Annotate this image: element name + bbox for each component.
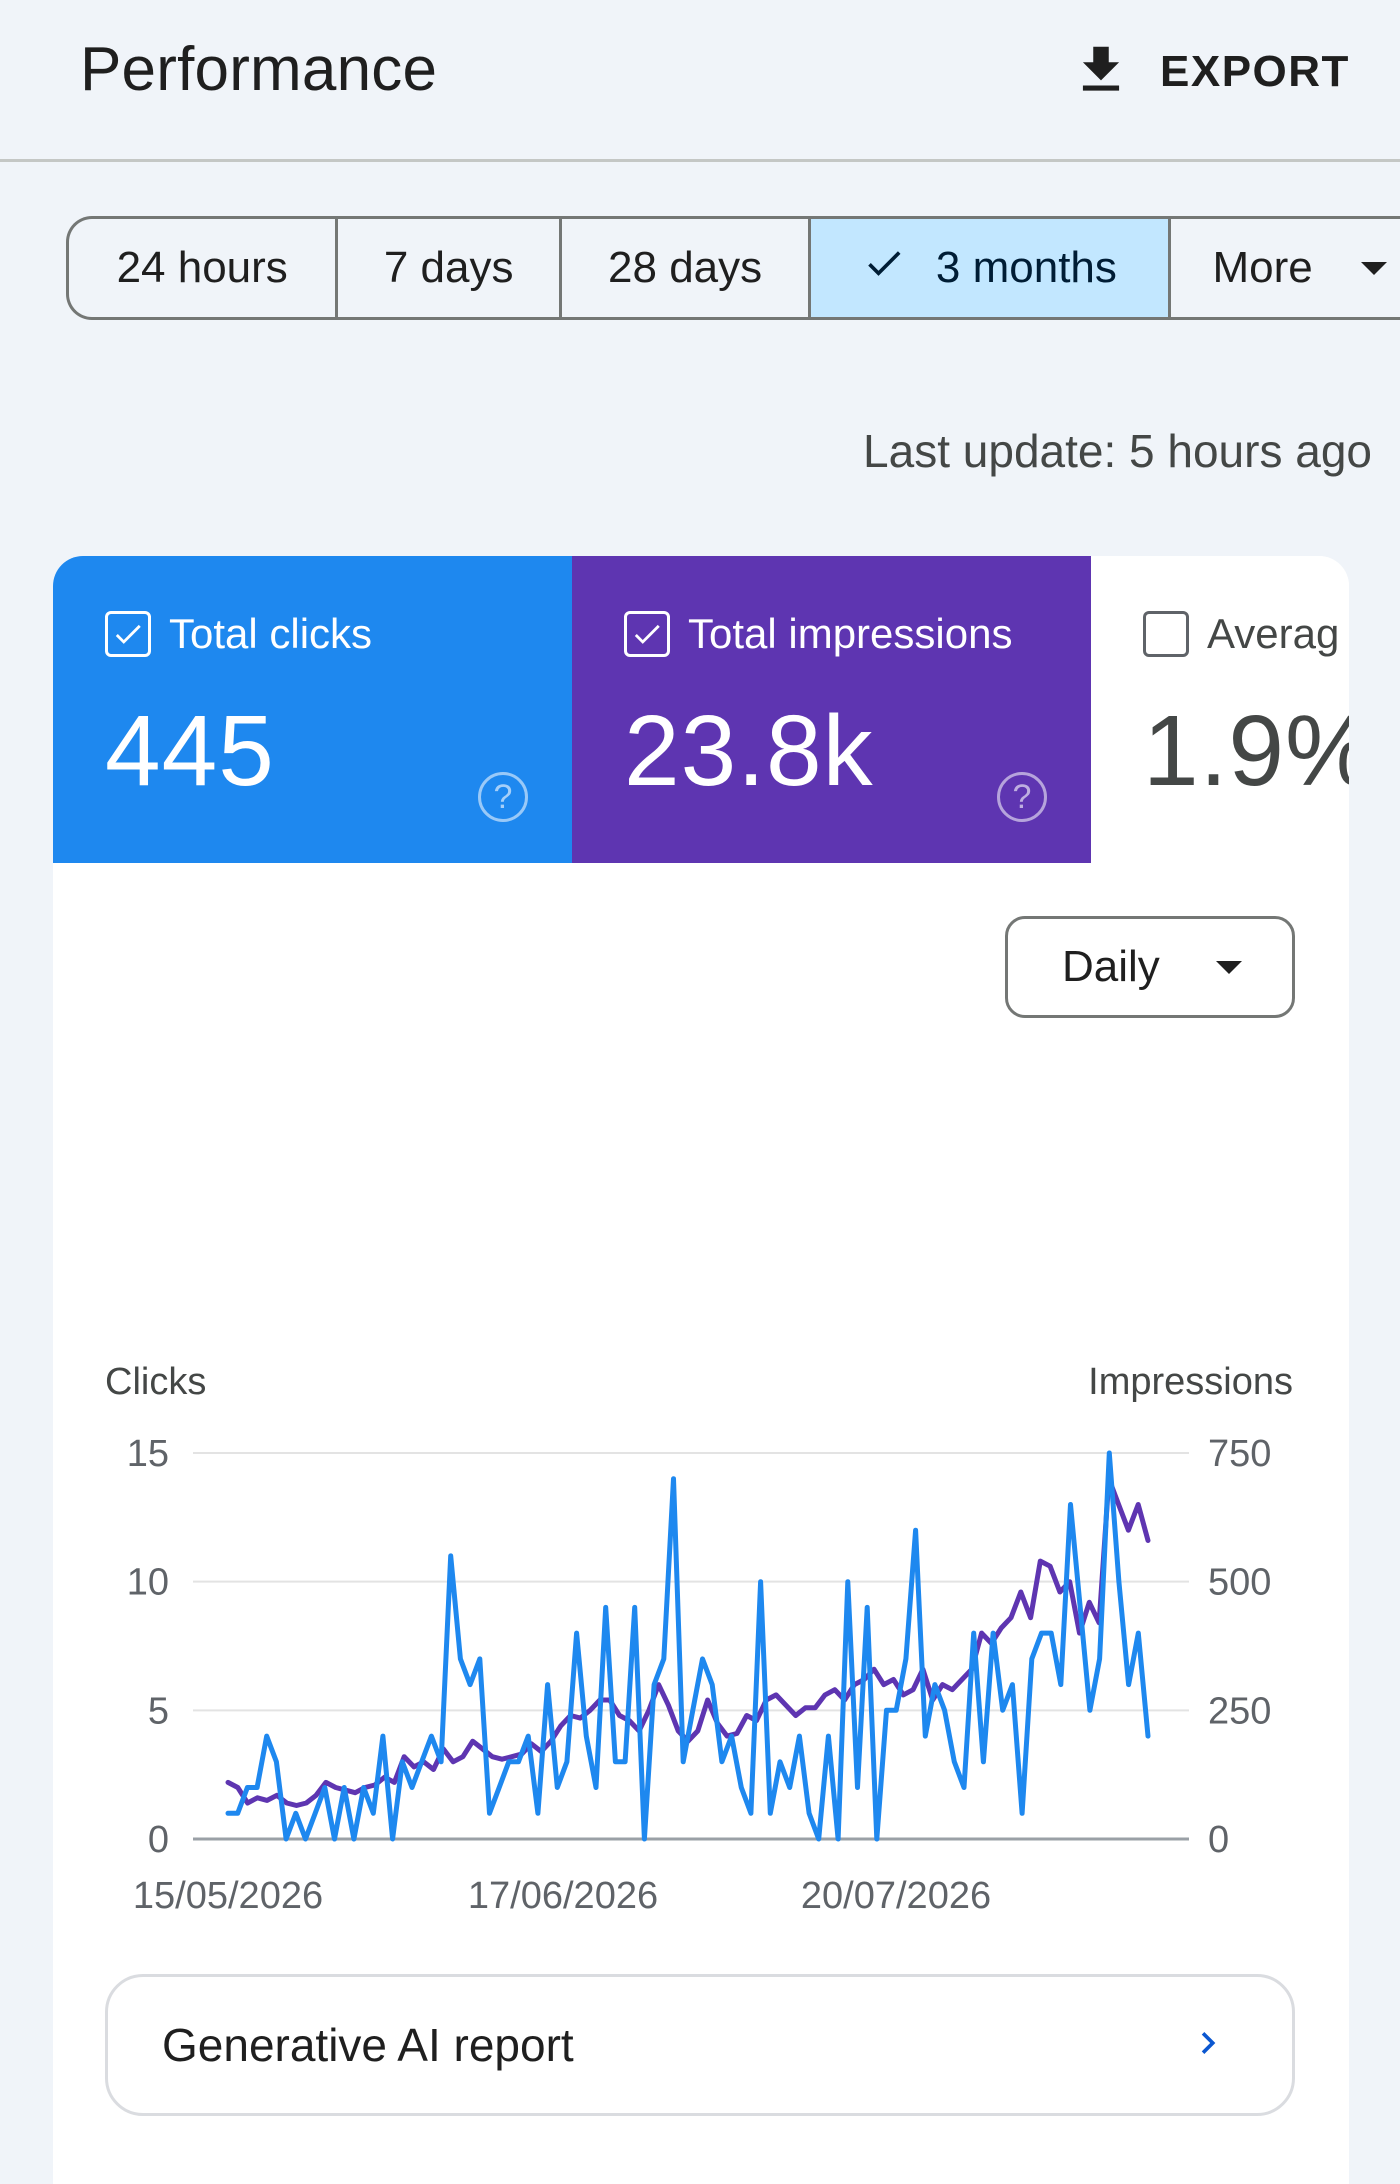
x-tick-label: 15/05/2026	[133, 1875, 323, 1917]
dropdown-arrow-icon	[1215, 960, 1242, 974]
chart-svg: Clicks Impressions 15 750 10 500 5 250 0 0 15/05/2…	[105, 1361, 1293, 1917]
series-line-total-impressions	[225, 1476, 1151, 1808]
range-3-months-label: 3 months	[935, 243, 1117, 292]
metric-value: 23.8k	[624, 695, 874, 807]
last-update-text: Last update: 5 hours ago	[863, 425, 1372, 477]
range-more[interactable]: More	[1171, 219, 1400, 317]
metric-header: Total clicks	[105, 610, 372, 658]
performance-card: Total clicks 445 ? Total impressions 23.…	[53, 556, 1349, 2184]
y-tick-label-right: 500	[1208, 1562, 1271, 1604]
generative-ai-report-link[interactable]: Generative AI report	[105, 1974, 1295, 2116]
export-label: EXPORT	[1160, 47, 1350, 96]
checkbox-checked-icon[interactable]	[105, 611, 151, 657]
granularity-label: Daily	[1062, 942, 1160, 991]
metric-average-ctr[interactable]: Averag 1.9%	[1091, 556, 1349, 863]
y-axis-title-left: Clicks	[105, 1361, 206, 1403]
dropdown-arrow-icon	[1360, 261, 1387, 275]
range-7-days[interactable]: 7 days	[338, 219, 562, 317]
metric-header: Total impressions	[624, 610, 1012, 658]
performance-chart: Clicks Impressions 15 750 10 500 5 250 0 0 15/05/2…	[53, 1106, 1349, 1917]
y-tick-label-right: 250	[1208, 1690, 1271, 1732]
download-icon	[1070, 39, 1132, 106]
granularity-dropdown[interactable]: Daily	[1005, 916, 1295, 1018]
date-range-selector: 24 hours 7 days 28 days 3 months More	[66, 216, 1400, 320]
page-title: Performance	[80, 35, 438, 104]
y-tick-label-left: 15	[127, 1433, 169, 1475]
generative-ai-report-label: Generative AI report	[162, 2019, 574, 2071]
checkbox-checked-icon[interactable]	[624, 611, 670, 657]
metric-header: Averag	[1143, 610, 1339, 658]
range-more-label: More	[1212, 243, 1313, 292]
metric-label: Total clicks	[169, 610, 373, 657]
help-icon[interactable]: ?	[997, 772, 1047, 822]
x-tick-label: 20/07/2026	[801, 1875, 991, 1917]
range-28-days[interactable]: 28 days	[562, 219, 812, 317]
range-3-months[interactable]: 3 months	[811, 219, 1171, 317]
metric-label: Averag	[1207, 610, 1340, 657]
x-tick-label: 17/06/2026	[468, 1875, 658, 1917]
series-line-total-clicks	[225, 1450, 1151, 1842]
y-tick-label-right: 0	[1208, 1819, 1229, 1861]
page-header: Performance EXPORT	[0, 0, 1400, 162]
check-icon	[862, 241, 906, 296]
metric-value: 445	[105, 695, 275, 807]
y-axis-title-right: Impressions	[1088, 1361, 1293, 1403]
metric-total-impressions[interactable]: Total impressions 23.8k ?	[572, 556, 1091, 863]
metric-total-clicks[interactable]: Total clicks 445 ?	[53, 556, 572, 863]
export-button[interactable]: EXPORT	[1070, 36, 1370, 108]
y-tick-label-left: 5	[148, 1690, 169, 1732]
metric-tabs: Total clicks 445 ? Total impressions 23.…	[53, 556, 1349, 863]
y-tick-label-left: 10	[127, 1562, 169, 1604]
range-24-hours[interactable]: 24 hours	[69, 219, 339, 317]
metric-label: Total impressions	[688, 610, 1013, 657]
metric-value: 1.9%	[1143, 695, 1349, 807]
checkbox-unchecked-icon[interactable]	[1143, 611, 1189, 657]
y-tick-label-left: 0	[148, 1819, 169, 1861]
y-tick-label-right: 750	[1208, 1433, 1271, 1475]
chevron-right-icon	[1186, 2021, 1230, 2070]
help-icon[interactable]: ?	[478, 772, 528, 822]
